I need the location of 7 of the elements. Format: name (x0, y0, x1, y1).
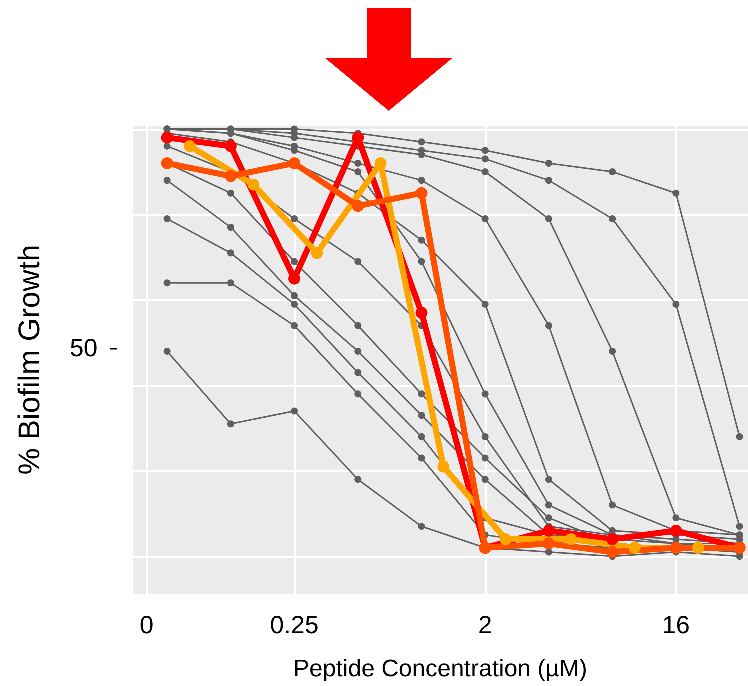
x-tick-label: 2 (478, 612, 492, 640)
y-axis-title: % Biofilm Growth (14, 244, 46, 476)
text: 50 (70, 334, 98, 362)
x-tick-label: 0.25 (270, 612, 319, 640)
x-axis-title: Peptide Concentration (µM) (294, 656, 588, 682)
x-tick-label: 16 (662, 612, 690, 640)
x-tick-label: 0 (140, 612, 154, 640)
